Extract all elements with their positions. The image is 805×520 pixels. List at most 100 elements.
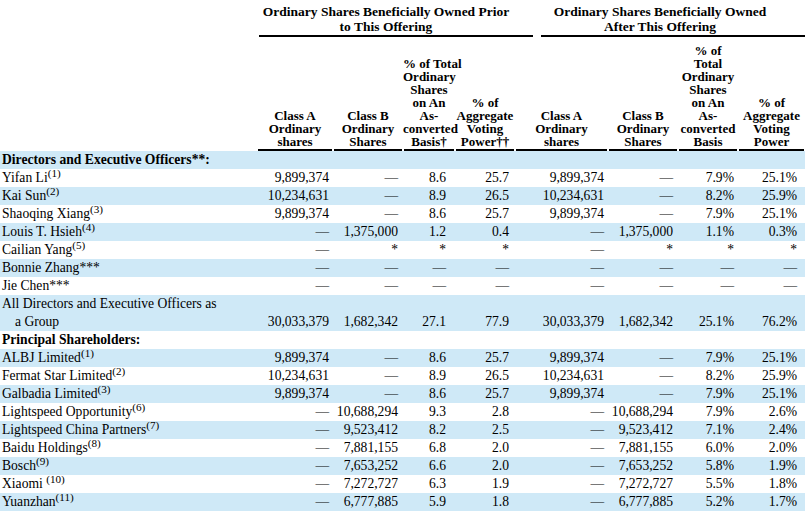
cell-value: — <box>515 241 608 259</box>
footnote-ref: (8) <box>88 437 101 449</box>
cell-value: 6.3 <box>403 475 455 493</box>
cell-value: — <box>678 277 738 295</box>
cell-value: 10,234,631 <box>515 187 608 205</box>
shareholder-name: Galbadia Limited(3) <box>0 385 257 403</box>
footnote-ref: (3) <box>90 203 103 215</box>
ownership-table: Ordinary Shares Beneficially Owned Prior… <box>0 0 805 511</box>
shareholder-name: Bosch(9) <box>0 457 257 475</box>
cell-value: 8.2% <box>678 187 738 205</box>
cell-value: — <box>738 277 805 295</box>
cell-value: — <box>257 223 333 241</box>
table-row: Fermat Star Limited(2)10,234,631—8.926.5… <box>0 367 805 385</box>
cell-value: * <box>678 241 738 259</box>
cell-value: 1,682,342 <box>333 295 403 331</box>
shareholder-name: Shaoqing Xiang(3) <box>0 205 257 223</box>
cell-value: 10,688,294 <box>333 403 403 421</box>
cell-value: 7,653,252 <box>333 457 403 475</box>
cell-value: 6.0% <box>678 439 738 457</box>
group-header-prior-offering: Ordinary Shares Beneficially Owned Prior… <box>257 0 515 37</box>
shareholder-name: Lightspeed Opportunity(6) <box>0 403 257 421</box>
section-row: Principal Shareholders: <box>0 331 805 349</box>
cell-value: — <box>333 205 403 223</box>
table-row: Cailian Yang(5)—***—*** <box>0 241 805 259</box>
shareholder-name: Yifan Li(1) <box>0 169 257 187</box>
cell-value: * <box>403 241 455 259</box>
table-row: Xiaomi (10)—7,272,7276.31.9—7,272,7275.5… <box>0 475 805 493</box>
cell-value: 77.9 <box>455 295 515 331</box>
cell-value: 6.6 <box>403 457 455 475</box>
cell-value: — <box>257 277 333 295</box>
cell-value: — <box>738 259 805 277</box>
cell-value: 1.2 <box>403 223 455 241</box>
cell-value: 7.9% <box>678 205 738 223</box>
cell-value: — <box>333 169 403 187</box>
group-header-row: Ordinary Shares Beneficially Owned Prior… <box>0 0 805 37</box>
table-row: Galbadia Limited(3)9,899,374—8.625.79,89… <box>0 385 805 403</box>
section-label: Principal Shareholders: <box>0 331 805 349</box>
cell-value: — <box>257 475 333 493</box>
cell-value: 25.7 <box>455 385 515 403</box>
cell-value: 9.3 <box>403 403 455 421</box>
cell-value: 1.1% <box>678 223 738 241</box>
column-header-class-b-prior: Class B Ordinary Shares <box>333 37 403 151</box>
cell-value: — <box>333 385 403 403</box>
cell-value: 25.7 <box>455 169 515 187</box>
cell-value: 9,899,374 <box>515 385 608 403</box>
cell-value: 9,523,412 <box>608 421 678 439</box>
cell-value: 26.5 <box>455 367 515 385</box>
footnote-ref: (11) <box>56 491 74 503</box>
table-row: Jie Chen***———————— <box>0 277 805 295</box>
cell-value: 8.2 <box>403 421 455 439</box>
cell-value: 25.9% <box>738 187 805 205</box>
cell-value: 5.5% <box>678 475 738 493</box>
shareholder-name: All Directors and Executive Officers as … <box>0 295 257 331</box>
cell-value: * <box>333 241 403 259</box>
cell-value: — <box>608 187 678 205</box>
cell-value: 1,375,000 <box>333 223 403 241</box>
cell-value: — <box>608 367 678 385</box>
cell-value: 9,899,374 <box>257 349 333 367</box>
cell-value: 6,777,885 <box>333 493 403 511</box>
cell-value: 7,881,155 <box>333 439 403 457</box>
group-header-after-offering: Ordinary Shares Beneficially Owned After… <box>515 0 805 37</box>
footnote-ref: (6) <box>132 401 145 413</box>
table-row: Lightspeed Opportunity(6)—10,688,2949.32… <box>0 403 805 421</box>
table-row: Yuanzhan(11)—6,777,8855.91.8—6,777,8855.… <box>0 493 805 511</box>
cell-value: — <box>608 169 678 187</box>
footnote-ref: (1) <box>81 347 94 359</box>
table-row: Kai Sun(2)10,234,631—8.926.510,234,631—8… <box>0 187 805 205</box>
column-header-pct-converted-prior: % of Total Ordinary Shares on An As- con… <box>403 37 455 151</box>
cell-value: — <box>455 259 515 277</box>
cell-value: 9,899,374 <box>257 205 333 223</box>
cell-value: 7,272,727 <box>333 475 403 493</box>
section-row: Directors and Executive Officers**: <box>0 151 805 169</box>
cell-value: 5.8% <box>678 457 738 475</box>
cell-value: 25.7 <box>455 205 515 223</box>
cell-value: — <box>515 259 608 277</box>
table-row: Louis T. Hsieh(4)—1,375,0001.20.4—1,375,… <box>0 223 805 241</box>
cell-value: — <box>257 403 333 421</box>
cell-value: 9,899,374 <box>515 349 608 367</box>
cell-value: 7,272,727 <box>608 475 678 493</box>
cell-value: — <box>515 457 608 475</box>
column-header-class-b-after: Class B Ordinary Shares <box>608 37 678 151</box>
cell-value: 0.4 <box>455 223 515 241</box>
cell-value: 1.7% <box>738 493 805 511</box>
table-corner-spacer <box>0 0 257 151</box>
cell-value: — <box>333 187 403 205</box>
cell-value: 7,653,252 <box>608 457 678 475</box>
cell-value: * <box>455 241 515 259</box>
column-header-pct-converted-after: % of Total Ordinary Shares on An As- con… <box>678 37 738 151</box>
cell-value: — <box>257 241 333 259</box>
cell-value: — <box>455 277 515 295</box>
cell-value: 9,899,374 <box>257 385 333 403</box>
cell-value: 5.2% <box>678 493 738 511</box>
cell-value: 2.8 <box>455 403 515 421</box>
cell-value: 7,881,155 <box>608 439 678 457</box>
cell-value: 1.8% <box>738 475 805 493</box>
cell-value: 2.5 <box>455 421 515 439</box>
cell-value: — <box>515 439 608 457</box>
cell-value: — <box>257 493 333 511</box>
footnote-ref: (7) <box>146 419 159 431</box>
footnote-ref: (9) <box>36 455 49 467</box>
